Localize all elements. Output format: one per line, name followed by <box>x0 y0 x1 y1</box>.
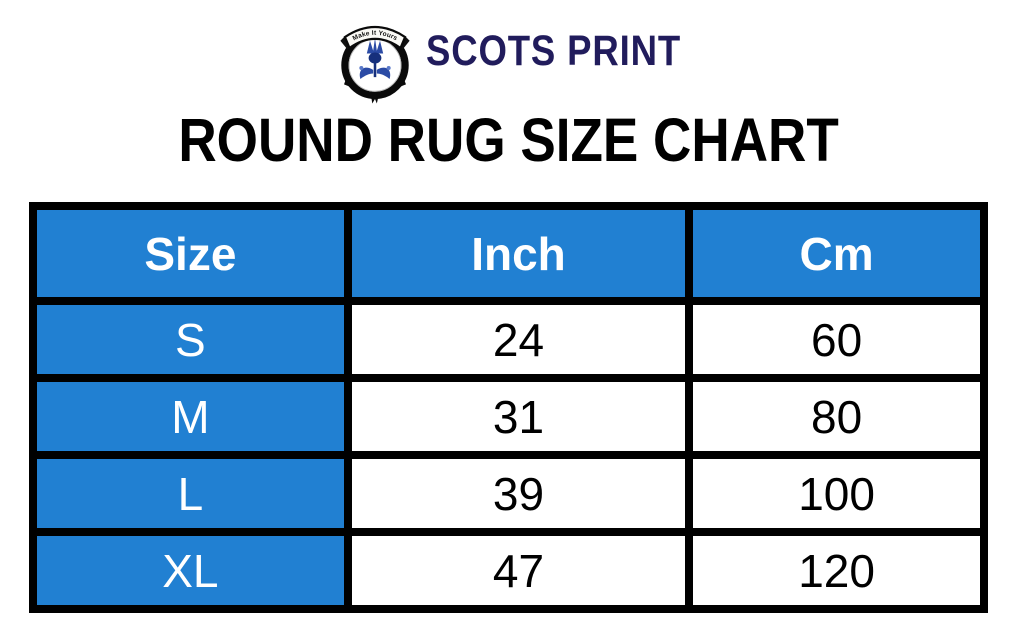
thistle-bulb <box>368 52 381 64</box>
inch-value: 47 <box>343 528 694 613</box>
table-header-row: Size Inch Cm <box>29 202 988 305</box>
ribbon-banner <box>343 26 406 50</box>
col-header-size: Size <box>29 202 352 305</box>
table-row-s: S 24 60 <box>29 297 988 382</box>
table-row-m: M 31 80 <box>29 374 988 459</box>
thistle-sprig-right <box>386 66 391 71</box>
inch-value: 39 <box>343 451 694 536</box>
thistle-stem <box>373 61 376 78</box>
brand-logo: Make It Yours SCOTS PRINT <box>0 0 1017 106</box>
thistle-sprig-left <box>358 66 363 71</box>
brand-name: SCOTS PRINT <box>425 26 681 75</box>
table-row-l: L 39 100 <box>29 451 988 536</box>
clan-crest-badge-icon: Make It Yours <box>339 26 410 104</box>
size-label: L <box>29 451 352 536</box>
table-row-xl: XL 47 120 <box>29 528 988 613</box>
cm-value: 60 <box>685 297 988 382</box>
col-header-cm: Cm <box>685 202 988 305</box>
thistle-leaf-right <box>376 67 390 79</box>
inch-value: 31 <box>343 374 694 459</box>
col-header-inch: Inch <box>343 202 694 305</box>
cm-value: 80 <box>685 374 988 459</box>
size-label: XL <box>29 528 352 613</box>
page-title: ROUND RUG SIZE CHART <box>0 110 1017 171</box>
thistle-flower <box>366 37 383 54</box>
size-label: S <box>29 297 352 382</box>
page-title-text: ROUND RUG SIZE CHART <box>178 106 839 174</box>
thistle-leaf-left <box>359 67 373 79</box>
inch-value: 24 <box>343 297 694 382</box>
size-label: M <box>29 374 352 459</box>
size-chart-table: Size Inch Cm S 24 60 M 31 80 L 39 100 XL… <box>29 202 988 613</box>
cm-value: 120 <box>685 528 988 613</box>
cm-value: 100 <box>685 451 988 536</box>
